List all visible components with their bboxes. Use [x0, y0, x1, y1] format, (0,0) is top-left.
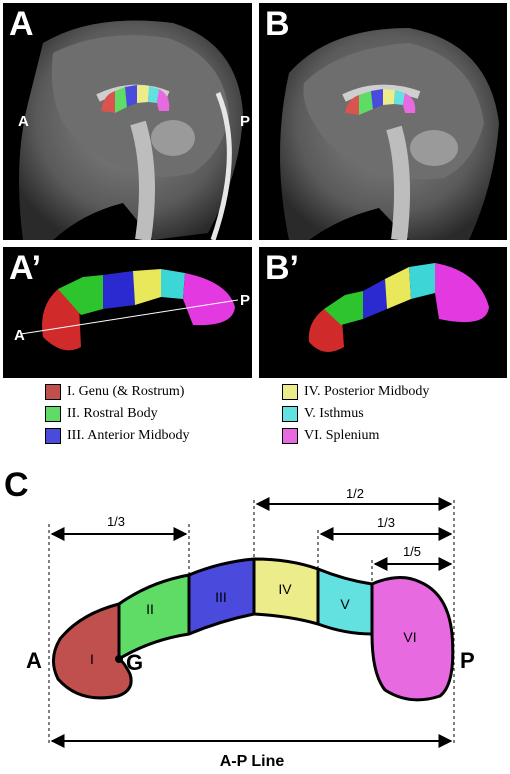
fraction-label-2: 1/2	[346, 486, 364, 501]
corpus-callosum-overlay-a	[101, 85, 170, 113]
corpus-callosum-3d-b	[308, 263, 489, 352]
legend-swatch-splenium	[282, 428, 298, 444]
segmentation-diagram: C 1/3 1/2 1/3 1/5 I II III IV V VI A	[4, 466, 475, 770]
mri-sagittal-image-b	[280, 28, 499, 240]
segment-vi-splenium	[370, 576, 455, 702]
panel-label-a-prime: A’	[9, 249, 42, 287]
legend-swatch-anterior-midbody	[45, 428, 61, 444]
legend-label-splenium: VI. Splenium	[304, 428, 380, 443]
corpus-callosum-segments	[52, 557, 455, 702]
legend-item-rostral-body: II. Rostral Body	[45, 406, 158, 422]
legend-label-genu: I. Genu (& Rostrum)	[67, 384, 185, 399]
legend-item-anterior-midbody: III. Anterior Midbody	[45, 428, 189, 444]
mri-panel-a: A A P	[3, 3, 252, 240]
region-label-ii: II	[146, 601, 154, 617]
corpus-callosum-overlay-b	[345, 89, 416, 115]
guide-lines	[48, 500, 455, 744]
anterior-end-label: A	[26, 648, 42, 673]
fraction-label-3: 1/3	[377, 515, 395, 530]
panel-label-c: C	[4, 466, 29, 504]
ap-line-label: A-P Line	[220, 753, 285, 770]
corpus-callosum-3d-a	[20, 269, 239, 351]
posterior-label-a: P	[240, 113, 251, 130]
panel-label-b: B	[265, 5, 290, 43]
posterior-label-a-prime: P	[240, 292, 251, 309]
anterior-label-a: A	[18, 113, 29, 130]
legend-swatch-rostral-body	[45, 406, 61, 422]
region-label-iii: III	[215, 589, 227, 605]
posterior-end-label: P	[460, 648, 475, 673]
fraction-arrows	[50, 497, 453, 748]
mri-panel-b: B	[259, 3, 507, 240]
panel-label-a: A	[9, 5, 34, 43]
region-label-iv: IV	[278, 581, 292, 597]
anterior-label-a-prime: A	[14, 327, 25, 344]
legend-swatch-isthmus	[282, 406, 298, 422]
render-panel-b-prime: B’	[259, 247, 507, 378]
segment-i-genu	[52, 602, 133, 700]
segment-ii-rostral-body	[117, 573, 191, 661]
mri-sagittal-image-a	[19, 20, 243, 240]
legend-item-splenium: VI. Splenium	[282, 428, 379, 444]
legend-item-posterior-midbody: IV. Posterior Midbody	[282, 384, 429, 400]
fraction-label-1: 1/3	[107, 514, 125, 529]
legend-item-genu: I. Genu (& Rostrum)	[45, 384, 184, 400]
region-label-i: I	[90, 651, 94, 667]
legend-label-posterior-midbody: IV. Posterior Midbody	[304, 384, 430, 399]
legend-label-isthmus: V. Isthmus	[304, 406, 364, 421]
legend-item-isthmus: V. Isthmus	[282, 406, 364, 422]
region-label-v: V	[340, 596, 350, 612]
fraction-label-4: 1/5	[403, 544, 421, 559]
legend-label-anterior-midbody: III. Anterior Midbody	[67, 428, 190, 443]
region-label-vi: VI	[403, 629, 416, 645]
genu-point-marker	[115, 655, 123, 663]
legend-swatch-posterior-midbody	[282, 384, 298, 400]
render-panel-a-prime: A’ A P	[3, 247, 252, 378]
panel-label-b-prime: B’	[265, 249, 299, 287]
genu-point-label: G	[126, 650, 143, 675]
legend-swatch-genu	[45, 384, 61, 400]
legend-label-rostral-body: II. Rostral Body	[67, 406, 158, 421]
